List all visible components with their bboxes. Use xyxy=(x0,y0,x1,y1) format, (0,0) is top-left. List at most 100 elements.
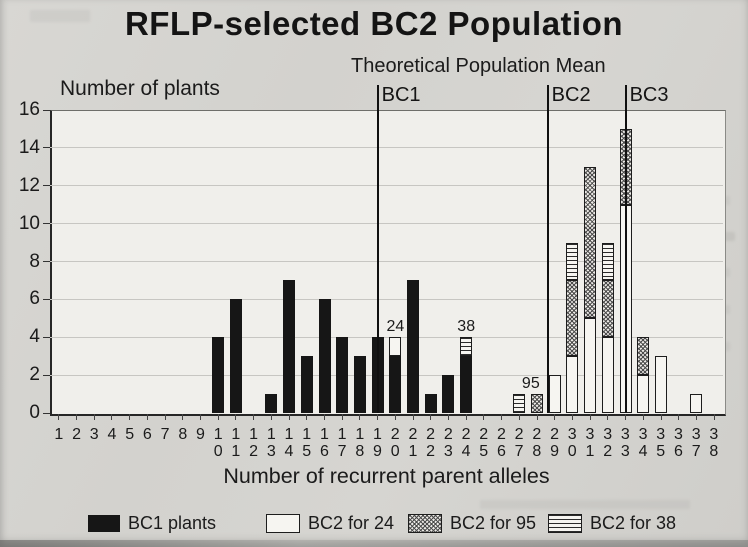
y-axis-tick xyxy=(43,147,50,149)
x-axis-tick xyxy=(341,414,343,420)
bar-segment-bc2-for-95 xyxy=(601,280,614,338)
bar-segment-bc2-for-24 xyxy=(637,375,650,413)
mean-line-bc1 xyxy=(376,85,380,413)
x-axis-tick xyxy=(217,414,219,420)
bar-segment-bc2-for-38 xyxy=(513,394,526,413)
x-axis-tick xyxy=(359,414,361,420)
legend-item: BC2 for 38 xyxy=(548,513,676,534)
x-axis-tick-label: 8 xyxy=(178,426,188,443)
y-gridline xyxy=(50,147,723,149)
x-axis-tick-label: 7 xyxy=(160,426,170,443)
mean-line-label: BC2 xyxy=(551,84,591,106)
bar-segment-bc1-plants xyxy=(283,280,296,413)
y-axis-label: Number of plants xyxy=(60,77,220,100)
x-axis-tick xyxy=(607,414,609,420)
x-axis-tick xyxy=(324,414,325,420)
x-axis-tick xyxy=(518,414,520,420)
x-axis-tick xyxy=(430,414,432,420)
x-axis-tick xyxy=(394,414,396,420)
legend-label: BC1 plants xyxy=(128,513,217,533)
x-axis-tick xyxy=(129,414,131,420)
y-axis-tick xyxy=(43,261,50,262)
x-axis-tick xyxy=(270,414,272,420)
chart-legend: BC1 plants BC2 for 24 BC2 for 95 BC2 for 38 xyxy=(0,513,748,539)
x-axis-tick xyxy=(235,414,237,420)
y-gridline xyxy=(50,185,723,187)
x-axis-tick xyxy=(253,414,255,420)
y-axis-tick xyxy=(43,298,50,300)
bar-segment-bc2-for-95 xyxy=(566,280,579,357)
y-axis-tick-label: 8 xyxy=(29,250,40,272)
x-axis-tick-label: 1 xyxy=(54,426,64,443)
x-axis-tick xyxy=(146,414,148,420)
x-axis-tick xyxy=(182,414,184,420)
x-axis-tick xyxy=(625,414,627,420)
y-axis-tick-label: 4 xyxy=(29,326,40,348)
bar-segment-bc1-plants xyxy=(229,299,242,413)
x-axis-tick xyxy=(678,414,680,420)
x-axis-label: Number of recurrent parent alleles xyxy=(223,464,550,488)
bar-segment-bc1-plants xyxy=(407,280,420,413)
bar-segment-bc2-for-24 xyxy=(389,337,402,357)
bar-value-label: 38 xyxy=(457,318,476,336)
x-axis-tick xyxy=(111,414,113,420)
x-axis-tick xyxy=(288,414,290,420)
bar-segment-bc2-for-24 xyxy=(601,337,614,413)
bar-segment-bc2-for-24 xyxy=(584,318,597,413)
bar-segment-bc1-plants xyxy=(424,394,437,413)
x-axis-tick-label: 6 xyxy=(142,426,152,443)
bar-segment-bc2-for-24 xyxy=(566,356,579,413)
x-axis-tick xyxy=(589,414,591,420)
y-axis-tick xyxy=(43,412,50,414)
x-axis-tick-label: 9 xyxy=(196,426,205,443)
y-axis-tick-label: 16 xyxy=(18,99,40,120)
y-axis-tick-label: 2 xyxy=(29,364,40,386)
x-axis-tick xyxy=(465,414,467,420)
y-gridline xyxy=(50,336,723,338)
x-axis-tick xyxy=(536,414,538,420)
bar-segment-bc1-plants xyxy=(389,356,402,413)
legend-item: BC1 plants xyxy=(88,513,216,534)
bar-segment-bc1-plants xyxy=(336,337,349,413)
y-axis-tick-label: 12 xyxy=(18,174,40,196)
scan-page-edge xyxy=(0,540,748,547)
x-axis-tick xyxy=(58,414,60,420)
bar-segment-bc2-for-95 xyxy=(584,166,597,319)
chart-title: RFLP-selected BC2 Population xyxy=(124,5,624,42)
legend-label: BC2 for 24 xyxy=(308,513,395,533)
bar-segment-bc1-plants xyxy=(442,375,455,413)
x-axis-tick xyxy=(571,414,573,420)
mean-line-bc2 xyxy=(546,85,549,413)
bar-segment-bc1-plants xyxy=(300,356,313,413)
x-axis-tick xyxy=(93,414,95,420)
bar-value-label: 24 xyxy=(386,318,405,336)
y-gridline xyxy=(50,223,723,225)
x-axis-tick-label: 3 xyxy=(89,426,99,443)
bar-segment-bc2-for-95 xyxy=(637,337,650,376)
y-gridline xyxy=(50,261,723,262)
x-axis-tick xyxy=(660,414,662,420)
x-axis-tick xyxy=(306,414,308,420)
x-axis-tick xyxy=(76,414,78,420)
bar-segment-bc1-plants xyxy=(265,394,278,413)
bar-segment-bc2-for-24 xyxy=(548,375,561,413)
mean-line-label: BC1 xyxy=(381,84,421,106)
legend-swatch-diagonal-crosshatch xyxy=(408,514,442,533)
bar-segment-bc2-for-38 xyxy=(566,242,579,281)
bar-segment-bc1-plants xyxy=(353,356,366,413)
